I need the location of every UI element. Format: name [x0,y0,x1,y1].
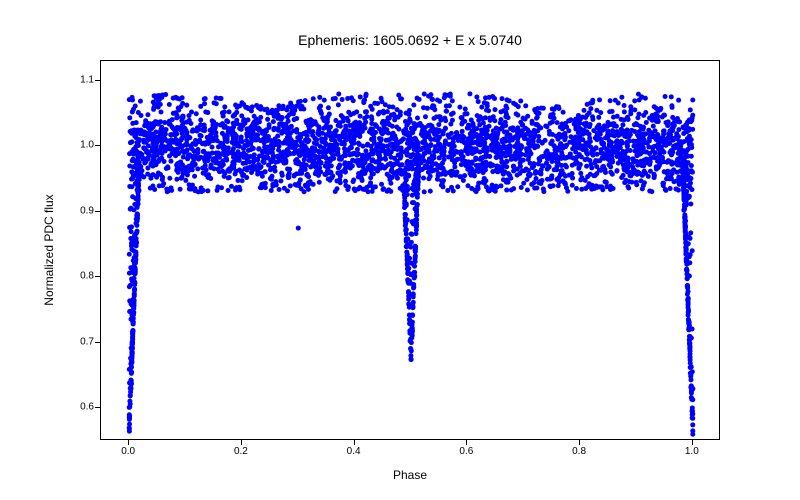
y-tick-mark [95,145,100,146]
x-tick-mark [579,440,580,445]
y-tick-mark [95,80,100,81]
y-tick-mark [95,342,100,343]
chart-title: Ephemeris: 1605.0692 + E x 5.0740 [100,32,720,48]
x-tick-label: 0.0 [121,446,135,457]
scatter-plot [101,61,721,441]
x-tick-mark [692,440,693,445]
y-axis-label: Normalized PDC flux [42,60,56,440]
x-tick-mark [128,440,129,445]
figure: Ephemeris: 1605.0692 + E x 5.0740 Phase … [0,0,800,500]
y-tick-mark [95,211,100,212]
y-tick-label: 1.1 [64,74,94,85]
x-tick-label: 0.6 [459,446,473,457]
axes-box [100,60,720,440]
x-tick-label: 0.8 [572,446,586,457]
y-tick-label: 0.9 [64,205,94,216]
x-tick-label: 0.2 [234,446,248,457]
y-tick-label: 0.6 [64,402,94,413]
x-tick-mark [241,440,242,445]
y-tick-mark [95,407,100,408]
x-tick-label: 1.0 [685,446,699,457]
y-tick-mark [95,276,100,277]
y-tick-label: 1.0 [64,140,94,151]
x-tick-mark [466,440,467,445]
x-axis-label: Phase [100,468,720,482]
y-tick-label: 0.7 [64,336,94,347]
x-tick-mark [354,440,355,445]
y-tick-label: 0.8 [64,271,94,282]
x-tick-label: 0.4 [347,446,361,457]
